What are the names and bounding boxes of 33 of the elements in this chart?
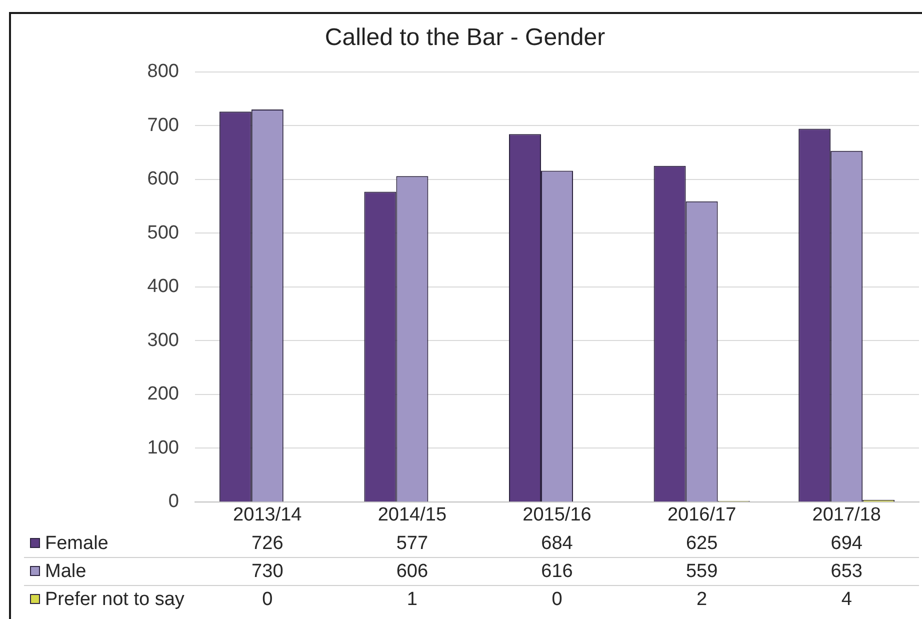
y-tick-label: 300 <box>147 330 179 351</box>
data-label: 1 <box>406 589 418 610</box>
legend-label: Female <box>45 533 108 554</box>
x-tick-label: 2014/15 <box>378 504 447 526</box>
data-label: 625 <box>686 533 718 554</box>
y-tick-label: 0 <box>168 491 179 512</box>
y-tick-label: 700 <box>147 114 179 136</box>
data-label: 0 <box>552 589 562 610</box>
data-label: 4 <box>841 589 852 610</box>
data-label: 606 <box>396 561 428 582</box>
y-tick-label: 400 <box>147 276 179 298</box>
y-tick-label: 800 <box>147 61 179 82</box>
data-label: 684 <box>541 533 574 554</box>
legend-label: Prefer not to say <box>45 589 185 610</box>
x-tick-label: 2016/17 <box>667 504 736 526</box>
data-label: 726 <box>252 533 284 554</box>
data-label: 559 <box>686 561 718 582</box>
y-tick-label: 100 <box>147 437 179 458</box>
data-label: 730 <box>252 561 284 582</box>
data-label: 2 <box>696 589 708 610</box>
x-tick-label: 2017/18 <box>812 504 881 526</box>
x-tick-label: 2013/14 <box>233 504 302 526</box>
data-label: 653 <box>830 561 862 582</box>
y-tick-label: 600 <box>147 168 179 190</box>
data-label: 577 <box>396 533 428 554</box>
y-tick-label: 500 <box>147 222 179 244</box>
data-label: 616 <box>541 561 573 582</box>
chart-title: Called to the Bar - Gender <box>324 24 606 52</box>
legend-label: Male <box>45 561 86 582</box>
data-label: 694 <box>830 533 863 554</box>
y-tick-label: 200 <box>147 384 179 405</box>
x-tick-label: 2015/16 <box>522 504 592 526</box>
data-label: 0 <box>262 589 273 610</box>
